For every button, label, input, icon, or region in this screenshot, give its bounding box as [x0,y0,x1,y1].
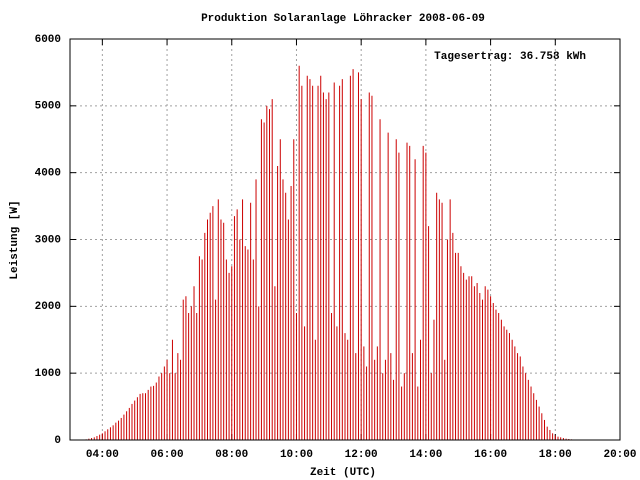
y-tick-label: 0 [54,435,61,447]
x-tick-label: 10:00 [280,449,313,461]
x-axis-label: Zeit (UTC) [310,467,376,479]
x-tick-label: 20:00 [603,449,636,461]
annotation: Tagesertrag: 36.758 kWh [434,51,586,63]
plot-frame [69,38,621,441]
x-tick-label: 06:00 [151,449,184,461]
x-tick-label: 08:00 [215,449,248,461]
y-tick-label: 3000 [35,234,61,246]
y-tick-label: 4000 [35,168,61,180]
y-tick-label: 2000 [35,301,61,313]
y-tick-label: 6000 [35,34,61,46]
x-tick-label: 18:00 [539,449,572,461]
x-tick-label: 12:00 [345,449,378,461]
x-tick-label: 14:00 [409,449,442,461]
y-tick-label: 5000 [35,101,61,113]
chart-title: Produktion Solaranlage Löhracker 2008-06… [201,13,485,25]
y-tick-label: 1000 [35,368,61,380]
x-tick-label: 16:00 [474,449,507,461]
x-tick-label: 04:00 [86,449,119,461]
y-axis-label: Leistung [W] [9,200,21,279]
